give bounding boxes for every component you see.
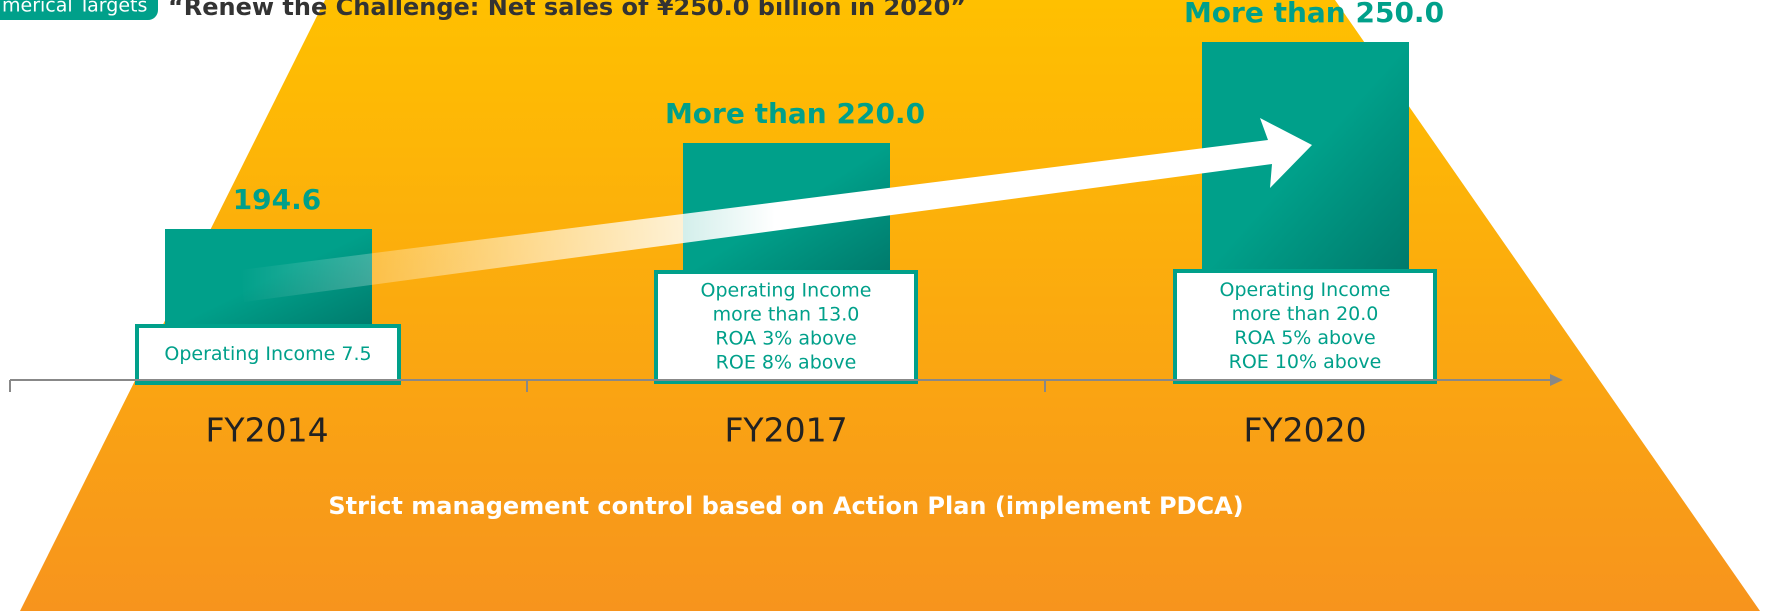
title: “Renew the Challenge: Net sales of ¥250.… (168, 0, 966, 21)
note-box (654, 270, 918, 384)
note-box (1173, 269, 1437, 384)
note: more than 20.0 (1232, 303, 1379, 325)
note: ROE 10% above (1229, 351, 1382, 373)
value-label: More than 220.0 (665, 97, 925, 130)
note-box (135, 324, 401, 385)
note: ROA 3% above (715, 328, 856, 350)
year: FY2020 (1243, 411, 1366, 450)
value-label: More than 250.0 (1184, 0, 1444, 29)
note: Operating Income (701, 280, 872, 302)
footer: Strict management control based on Actio… (328, 492, 1243, 520)
year: FY2017 (724, 411, 847, 450)
note: Operating Income 7.5 (164, 343, 371, 365)
note: ROE 8% above (716, 352, 857, 374)
growth-arrow (240, 118, 1312, 302)
tag: merical Targets (2, 0, 147, 17)
year: FY2014 (205, 411, 328, 450)
note: more than 13.0 (713, 304, 860, 326)
note: Operating Income (1220, 279, 1391, 301)
tag-box (0, 0, 158, 20)
value-label: 194.6 (233, 183, 322, 216)
axis-arrow (1550, 374, 1563, 386)
note: ROA 5% above (1234, 327, 1375, 349)
